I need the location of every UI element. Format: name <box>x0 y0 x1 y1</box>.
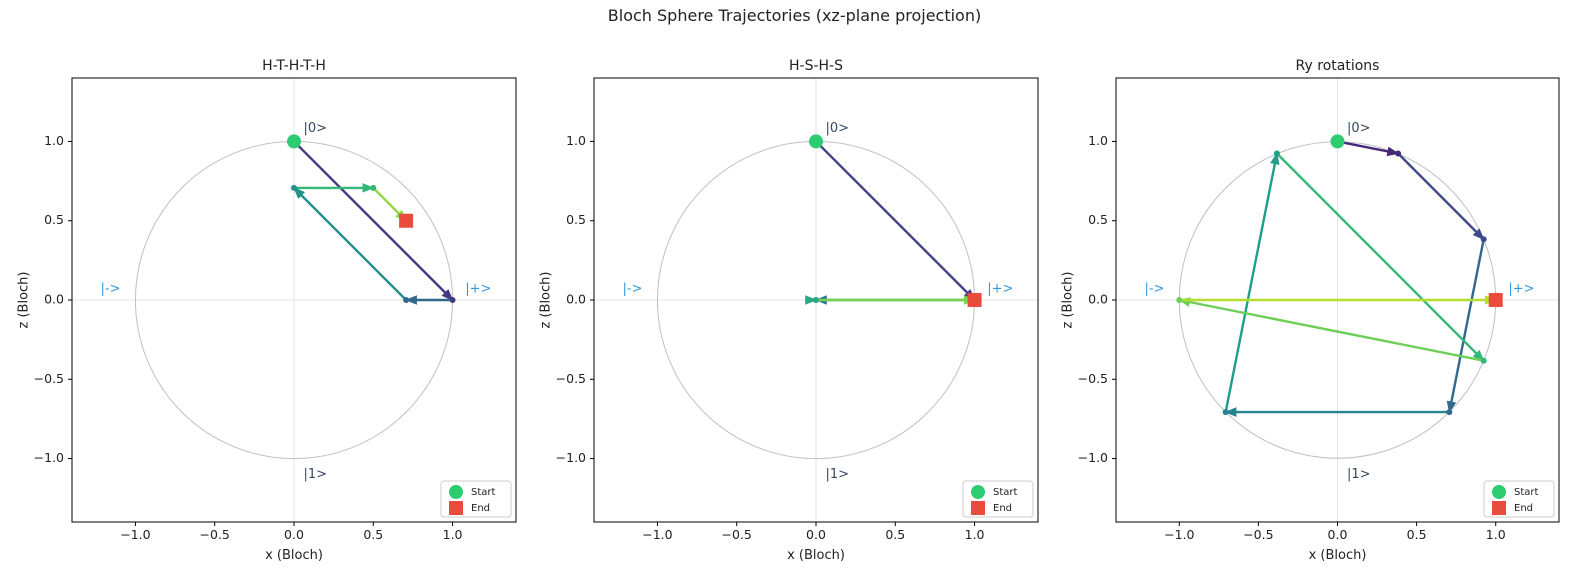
trajectory-point <box>370 184 377 191</box>
y-tick-label: 0.5 <box>44 212 64 227</box>
chart-panel-2: |0> |1> |+> |-> −1.0 −1.0 −0.5 −0.5 0.0 0.0 0.5 0.5… <box>539 58 1039 563</box>
x-tick-label: 0.5 <box>885 527 905 542</box>
basis-label-minus: |-> <box>1144 281 1164 296</box>
x-tick-label: −0.5 <box>1243 527 1273 542</box>
trajectory-point <box>1480 357 1487 364</box>
chart-panel-1: |0> |1> |+> |-> −1.0 −1.0 −0.5 −0.5 0.0 0.0 0.5 0.5… <box>17 58 517 563</box>
basis-label-zero: |0> <box>1347 121 1371 136</box>
legend-label-start: Start <box>471 487 496 498</box>
legend: Start End <box>962 480 1034 518</box>
basis-label-one: |1> <box>826 467 850 482</box>
y-tick-label: 0.0 <box>566 292 586 307</box>
trajectory-point <box>1273 150 1280 157</box>
legend: Start End <box>1483 480 1555 518</box>
y-axis-label: z (Bloch) <box>539 272 554 329</box>
basis-label-plus: |+> <box>987 281 1013 296</box>
x-tick-label: −0.5 <box>200 527 230 542</box>
y-tick-label: −0.5 <box>556 371 586 386</box>
x-tick-label: −1.0 <box>642 527 672 542</box>
trajectory-arrow <box>1178 297 1484 362</box>
legend-end-marker <box>449 501 463 515</box>
basis-label-plus: |+> <box>1508 281 1534 296</box>
legend-label-start: Start <box>993 487 1018 498</box>
trajectory-arrow <box>1337 140 1400 157</box>
y-tick-label: −0.5 <box>34 371 64 386</box>
x-tick-label: 0.5 <box>363 527 383 542</box>
trajectory-arrow <box>293 140 454 301</box>
start-marker <box>287 134 301 149</box>
legend-start-marker <box>971 485 985 499</box>
legend-end-marker <box>1492 501 1506 515</box>
legend-start-marker <box>1492 485 1506 499</box>
subplot-title: Ry rotations <box>1296 58 1380 74</box>
x-tick-label: −1.0 <box>120 527 150 542</box>
legend: Start End <box>440 480 512 518</box>
x-tick-label: 1.0 <box>443 527 463 542</box>
trajectory-point <box>403 297 410 303</box>
y-axis-label: z (Bloch) <box>17 272 32 329</box>
trajectory-point <box>291 184 297 191</box>
y-tick-label: 1.0 <box>1088 133 1108 148</box>
legend-start-marker <box>449 485 463 499</box>
start-marker <box>809 134 823 149</box>
x-tick-label: 1.0 <box>965 527 985 542</box>
trajectory-arrow <box>815 140 976 301</box>
x-tick-label: 0.5 <box>1407 527 1427 542</box>
basis-label-minus: |-> <box>101 281 121 296</box>
subplot-title: H-T-H-T-H <box>262 58 326 74</box>
y-tick-label: −0.5 <box>1078 371 1108 386</box>
legend-label-start: Start <box>1514 487 1539 498</box>
basis-label-minus: |-> <box>623 281 643 296</box>
trajectory-point <box>1395 150 1402 157</box>
trajectory-arrow <box>1224 152 1280 413</box>
y-tick-label: −1.0 <box>556 450 586 465</box>
basis-label-zero: |0> <box>304 121 328 136</box>
legend-label-end: End <box>1514 503 1533 514</box>
trajectory-arrow <box>293 187 407 301</box>
x-tick-label: −1.0 <box>1164 527 1194 542</box>
start-marker <box>1330 134 1345 149</box>
end-marker <box>967 293 982 307</box>
y-tick-label: 0.5 <box>1088 212 1108 227</box>
y-tick-label: 0.0 <box>44 292 64 307</box>
basis-label-zero: |0> <box>826 121 850 136</box>
x-tick-label: 0.0 <box>806 527 826 542</box>
subplot-title: H-S-H-S <box>789 58 843 74</box>
trajectory-arrow <box>1397 152 1485 241</box>
basis-label-one: |1> <box>304 467 328 482</box>
figure-title: Bloch Sphere Trajectories (xz-plane proj… <box>607 6 982 25</box>
y-axis-label: z (Bloch) <box>1061 272 1076 329</box>
y-tick-label: 0.5 <box>566 212 586 227</box>
trajectory-arrow <box>1276 152 1485 362</box>
trajectory-point <box>449 297 456 303</box>
end-marker <box>1488 293 1503 307</box>
basis-label-one: |1> <box>1347 467 1371 482</box>
y-tick-label: −1.0 <box>34 450 64 465</box>
y-tick-label: 1.0 <box>566 133 586 148</box>
chart-panel-3: |0> |1> |+> |-> −1.0 −1.0 −0.5 −0.5 0.0 0.0 0.5 0.5… <box>1061 58 1560 563</box>
legend-label-end: End <box>993 503 1012 514</box>
x-axis-label: x (Bloch) <box>1309 548 1367 563</box>
x-axis-label: x (Bloch) <box>787 548 845 563</box>
trajectory-point <box>1446 409 1453 416</box>
x-tick-label: 0.0 <box>284 527 304 542</box>
legend-label-end: End <box>471 503 490 514</box>
trajectory-point <box>813 297 819 303</box>
basis-label-plus: |+> <box>465 281 491 296</box>
legend-end-marker <box>971 501 985 515</box>
trajectory-point <box>1176 297 1183 303</box>
trajectory-point <box>1480 236 1487 243</box>
trajectory-point <box>1222 409 1229 416</box>
x-axis-label: x (Bloch) <box>265 548 323 563</box>
y-tick-label: −1.0 <box>1078 450 1108 465</box>
x-tick-label: 1.0 <box>1486 527 1506 542</box>
end-marker <box>399 213 414 228</box>
y-tick-label: 0.0 <box>1088 292 1108 307</box>
y-tick-label: 1.0 <box>44 133 64 148</box>
trajectory-arrow <box>1446 239 1485 414</box>
x-tick-label: 0.0 <box>1328 527 1348 542</box>
x-tick-label: −0.5 <box>722 527 752 542</box>
